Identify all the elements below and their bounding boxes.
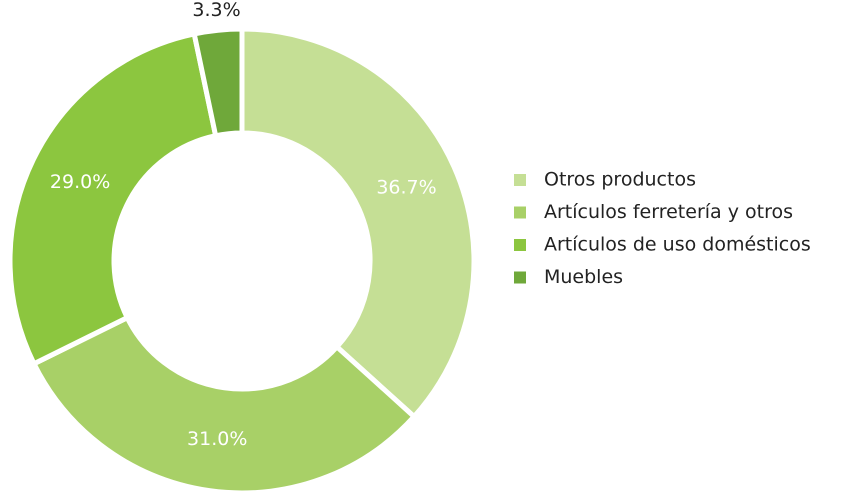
data-label: 36.7% (376, 176, 436, 198)
legend-label: Artículos de uso domésticos (544, 234, 811, 256)
donut-segment (239, 26, 477, 421)
legend-swatch (514, 271, 526, 284)
legend-label: Otros productos (544, 169, 696, 191)
legend-swatch (514, 174, 526, 186)
data-label: 3.3% (192, 0, 240, 21)
data-label: 29.0% (50, 171, 110, 193)
legend-label: Muebles (544, 266, 623, 288)
legend-label: Artículos ferretería y otros (544, 201, 793, 223)
legend-swatch (514, 239, 526, 251)
donut-segment (30, 314, 418, 496)
donut-segment (7, 31, 219, 368)
legend-swatch (514, 206, 526, 219)
donut-segment (191, 26, 245, 139)
data-label: 31.0% (187, 428, 247, 450)
